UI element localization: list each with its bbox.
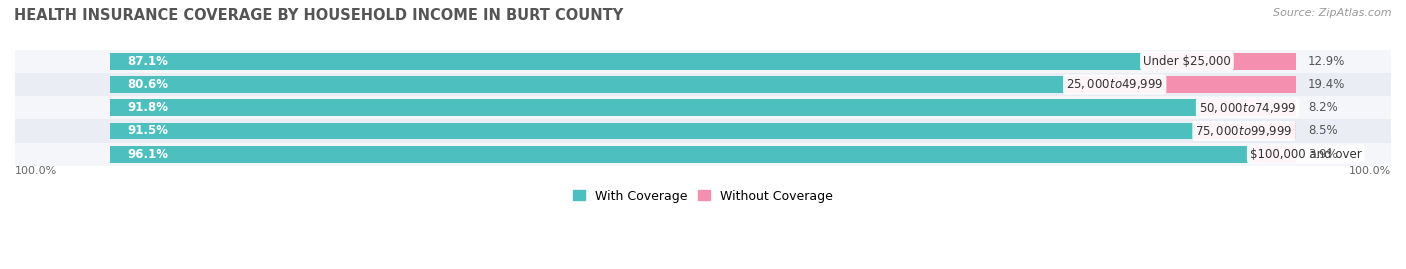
Bar (1250, 146, 1296, 162)
Text: 100.0%: 100.0% (1348, 166, 1391, 176)
Bar (1066, 76, 1296, 93)
Bar (15, 119, 1391, 143)
Text: 91.8%: 91.8% (128, 101, 169, 114)
Text: 100.0%: 100.0% (15, 166, 58, 176)
Text: HEALTH INSURANCE COVERAGE BY HOUSEHOLD INCOME IN BURT COUNTY: HEALTH INSURANCE COVERAGE BY HOUSEHOLD I… (14, 8, 623, 23)
Bar (1195, 123, 1296, 139)
Text: 91.5%: 91.5% (128, 125, 169, 137)
Bar (110, 99, 1199, 116)
Text: 87.1%: 87.1% (128, 55, 169, 68)
Bar (15, 143, 1391, 166)
Bar (1143, 53, 1296, 70)
Bar (110, 146, 1250, 162)
Text: Under $25,000: Under $25,000 (1143, 55, 1230, 68)
Text: 8.2%: 8.2% (1308, 101, 1337, 114)
Text: 12.9%: 12.9% (1308, 55, 1346, 68)
Text: 8.5%: 8.5% (1308, 125, 1337, 137)
Bar (15, 73, 1391, 96)
Bar (110, 123, 1195, 139)
Text: 3.9%: 3.9% (1308, 148, 1337, 161)
Text: $75,000 to $99,999: $75,000 to $99,999 (1195, 124, 1292, 138)
Text: $25,000 to $49,999: $25,000 to $49,999 (1066, 77, 1163, 91)
Text: 19.4%: 19.4% (1308, 78, 1346, 91)
Bar (1199, 99, 1296, 116)
Bar (15, 49, 1391, 73)
Text: $50,000 to $74,999: $50,000 to $74,999 (1199, 101, 1296, 115)
Text: 96.1%: 96.1% (128, 148, 169, 161)
Bar (110, 76, 1066, 93)
Bar (15, 96, 1391, 119)
Text: Source: ZipAtlas.com: Source: ZipAtlas.com (1274, 8, 1392, 18)
Legend: With Coverage, Without Coverage: With Coverage, Without Coverage (568, 185, 838, 208)
Bar (110, 53, 1143, 70)
Text: $100,000 and over: $100,000 and over (1250, 148, 1361, 161)
Text: 80.6%: 80.6% (128, 78, 169, 91)
